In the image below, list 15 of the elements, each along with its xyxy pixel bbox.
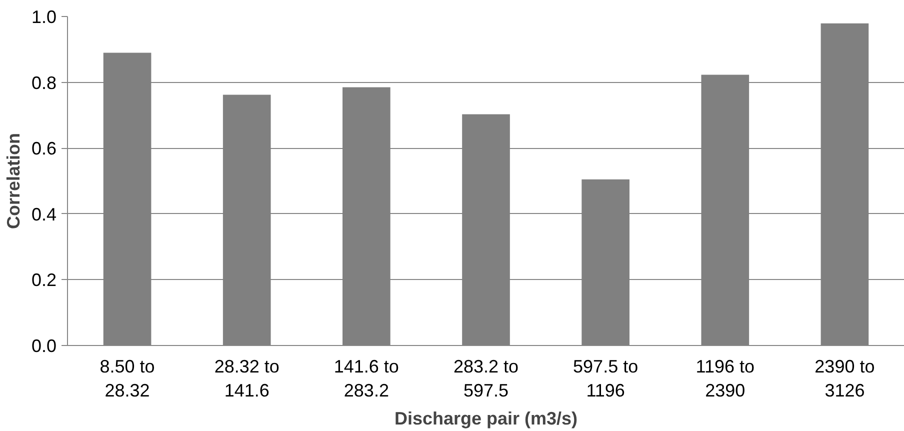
y-tick-label: 0.2 (31, 270, 57, 290)
y-tick-label: 0.6 (31, 138, 57, 159)
x-tick-label: 597.5 to 1196 (573, 356, 638, 400)
y-tick-label: 0.8 (31, 72, 57, 93)
x-tick-label: 141.6 to 283.2 (334, 356, 399, 400)
y-tick-label: 1.0 (31, 7, 57, 27)
x-tick-label: 1196 to 2390 (696, 356, 755, 400)
x-tick-label: 8.50 to 28.32 (100, 356, 155, 400)
x-axis-title: Discharge pair (m3/s) (394, 408, 578, 428)
y-tick-label: 0.4 (31, 204, 57, 224)
x-tick-label: 2390 to 3126 (814, 356, 875, 400)
y-axis-title: Correlation (3, 132, 24, 230)
x-tick-label: 28.32 to 141.6 (214, 356, 280, 400)
x-tick-label: 283.2 to 597.5 (453, 356, 519, 400)
y-tick-label: 0.0 (31, 336, 57, 356)
